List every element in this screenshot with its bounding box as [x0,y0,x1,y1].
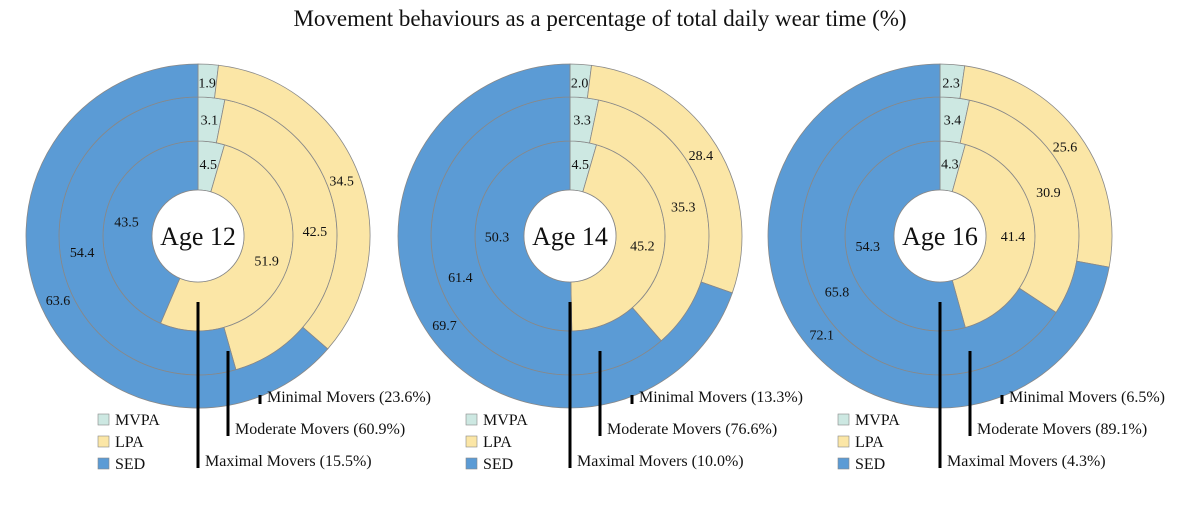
group-label: Moderate Movers (60.9%) [235,421,405,438]
panel-3: 4.3 41.4 54.3 3.4 30.9 65.8 2.3 25.6 72.1 Age 16 M… [767,63,1165,473]
group-label: Minimal Movers (23.6%) [267,389,431,406]
legend-label-lpa: LPA [115,434,144,451]
data-label: 4.3 [941,158,959,173]
center-hole [523,189,617,283]
panel-label: Age 12 [160,222,236,251]
data-label: 54.3 [855,240,880,255]
data-label: 30.9 [1036,186,1061,201]
data-label: 43.5 [114,215,139,230]
data-label: 34.5 [329,175,354,190]
legend-label-lpa: LPA [483,434,512,451]
legend-label-mvpa: MVPA [483,412,528,429]
legend-label-sed: SED [855,456,885,473]
center-hole [151,189,245,283]
legend-swatch-lpa [465,435,478,448]
data-label: 45.2 [630,240,655,255]
data-label: 1.9 [198,76,216,91]
legend-label-mvpa: MVPA [855,412,900,429]
panel-1: 4.5 51.9 43.5 3.1 42.5 54.4 1.9 34.5 63.6 Age 12 M… [25,63,431,473]
ring-3-sed-segment [25,63,329,409]
panel-label: Age 14 [532,222,608,251]
group-label: Maximal Movers (10.0%) [577,453,744,470]
data-label: 4.5 [572,158,590,173]
legend-label-lpa: LPA [855,434,884,451]
legend-swatch-mvpa [465,413,478,426]
legend-swatch-sed [465,457,478,470]
data-label: 42.5 [303,225,328,240]
group-label: Maximal Movers (15.5%) [205,453,372,470]
data-label: 28.4 [689,149,714,164]
panel-2: 4.5 45.2 50.3 3.3 35.3 61.4 2.0 28.4 69.7 Age 14 M… [397,63,803,473]
legend-swatch-lpa [97,435,110,448]
data-label: 51.9 [254,255,279,270]
group-label: Minimal Movers (13.3%) [639,389,803,406]
legend-swatch-mvpa [837,413,850,426]
chart-title: Movement behaviours as a percentage of t… [293,6,907,31]
legend-swatch-sed [97,457,110,470]
ring-3-sed-segment [397,63,733,409]
legend-label-sed: SED [483,456,513,473]
data-label: 72.1 [810,328,835,343]
group-label: Moderate Movers (76.6%) [607,421,777,438]
group-label: Moderate Movers (89.1%) [977,421,1147,438]
data-label: 4.5 [200,158,218,173]
data-label: 65.8 [825,286,850,301]
data-label: 41.4 [1001,230,1026,245]
legend-swatch-sed [837,457,850,470]
data-label: 69.7 [432,319,457,334]
legend-swatch-lpa [837,435,850,448]
center-hole [893,189,987,283]
legend-label-sed: SED [115,456,145,473]
data-label: 61.4 [448,271,473,286]
panel-label: Age 16 [902,222,978,251]
ring-3-sed-segment [767,63,1110,409]
data-label: 3.4 [944,114,962,129]
data-label: 25.6 [1053,140,1078,155]
legend-swatch-mvpa [97,413,110,426]
data-label: 35.3 [671,201,696,216]
legend-label-mvpa: MVPA [115,412,160,429]
group-label: Maximal Movers (4.3%) [947,453,1106,470]
data-label: 3.1 [201,114,219,129]
data-label: 54.4 [70,246,95,261]
data-label: 50.3 [485,231,510,246]
data-label: 3.3 [573,114,591,129]
data-label: 63.6 [46,294,71,309]
group-label: Minimal Movers (6.5%) [1009,389,1165,406]
data-label: 2.0 [571,76,589,91]
data-label: 2.3 [942,77,960,92]
